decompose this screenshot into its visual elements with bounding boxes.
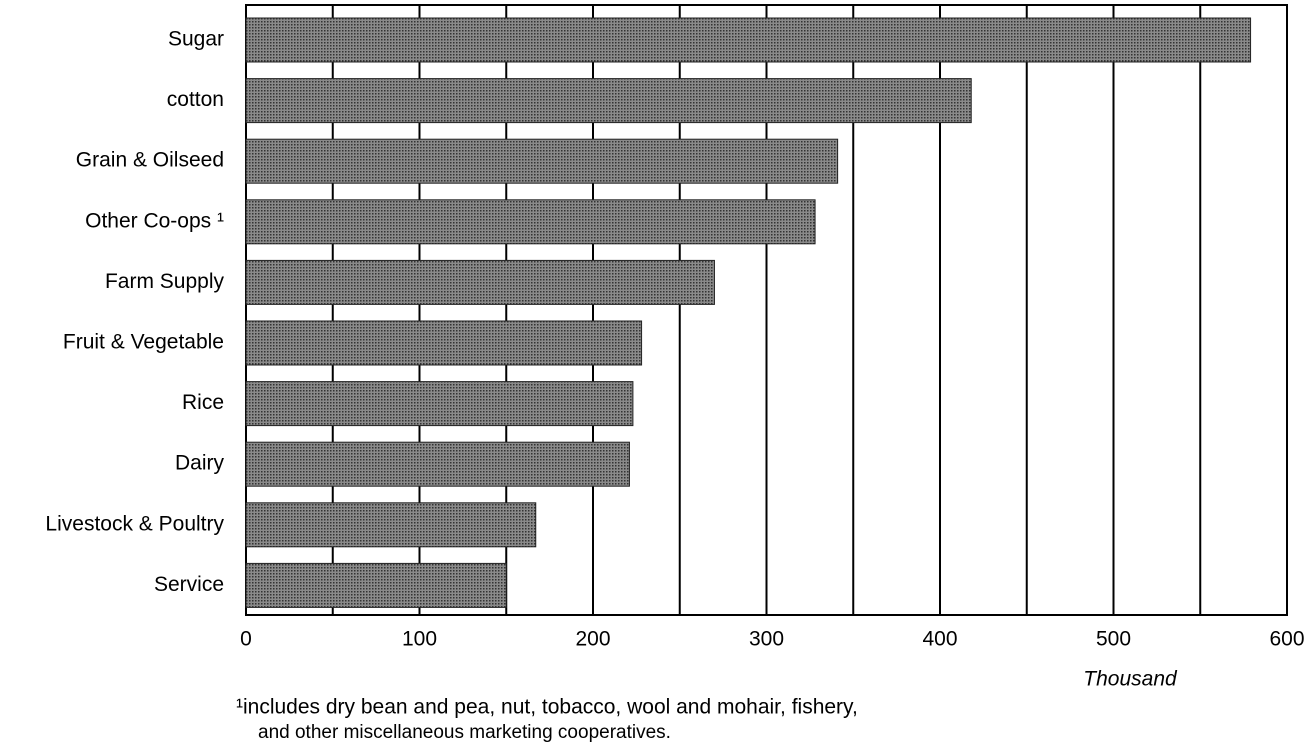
bar — [245, 562, 507, 608]
bar — [245, 381, 634, 427]
y-tick-label: Farm Supply — [105, 270, 225, 293]
x-tick-label: 0 — [240, 628, 252, 651]
x-tick-label: 100 — [402, 628, 437, 651]
x-tick-label: 600 — [1269, 628, 1304, 651]
bar — [245, 502, 537, 548]
bar — [245, 78, 972, 124]
x-tick-label: 200 — [575, 628, 610, 651]
bar — [245, 320, 643, 366]
x-axis-label: Thousand — [1083, 668, 1178, 691]
footnote: and other miscellaneous marketing cooper… — [258, 722, 671, 743]
bar — [245, 259, 715, 305]
bar — [245, 138, 839, 184]
y-tick-label: Rice — [182, 391, 224, 414]
y-tick-label: Service — [154, 573, 224, 596]
bar — [245, 17, 1252, 63]
plot-frame — [245, 4, 1288, 616]
x-tick-label: 300 — [749, 628, 784, 651]
x-tick-label: 500 — [1096, 628, 1131, 651]
y-tick-label: Dairy — [175, 452, 225, 475]
x-tick-label: 400 — [922, 628, 957, 651]
y-tick-label: Fruit & Vegetable — [63, 331, 224, 354]
y-tick-label: cotton — [167, 88, 224, 111]
y-tick-label: Other Co-ops ¹ — [85, 209, 224, 232]
y-tick-label: Sugar — [168, 28, 224, 51]
footnote: ¹includes dry bean and pea, nut, tobacco… — [236, 696, 858, 719]
bar — [245, 199, 816, 245]
bar — [245, 441, 630, 487]
y-tick-label: Livestock & Poultry — [45, 512, 224, 535]
y-tick-label: Grain & Oilseed — [76, 149, 224, 172]
